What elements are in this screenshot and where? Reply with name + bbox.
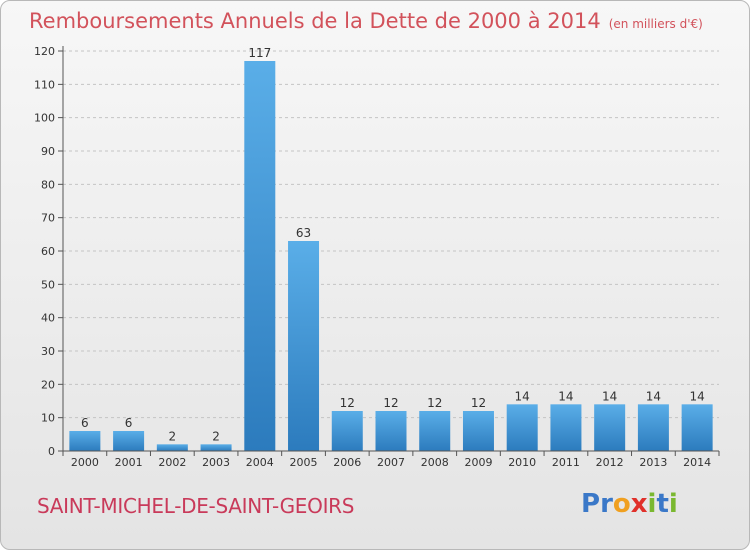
bar-2006 xyxy=(331,411,363,451)
data-label-2002: 2 xyxy=(169,429,177,443)
data-label-2010: 14 xyxy=(515,389,530,403)
y-tick-label: 40 xyxy=(41,312,55,325)
data-label-2007: 12 xyxy=(383,396,398,410)
x-tick-label-2001: 2001 xyxy=(115,456,143,469)
y-tick-label: 120 xyxy=(34,45,55,58)
x-tick-label-2005: 2005 xyxy=(290,456,318,469)
bar-2014 xyxy=(681,404,713,451)
data-label-2003: 2 xyxy=(212,429,220,443)
chart-title: Remboursements Annuels de la Dette de 20… xyxy=(29,9,703,33)
y-tick-label: 10 xyxy=(41,412,55,425)
bar-2010 xyxy=(506,404,538,451)
logo-letter: o xyxy=(612,489,631,519)
data-label-2006: 12 xyxy=(340,396,355,410)
bar-2009 xyxy=(462,411,494,451)
bar-2002 xyxy=(156,444,188,451)
data-label-2014: 14 xyxy=(689,389,704,403)
x-tick-label-2003: 2003 xyxy=(202,456,230,469)
logo-letter: x xyxy=(630,489,648,519)
y-tick-label: 50 xyxy=(41,278,55,291)
bar-2003 xyxy=(200,444,232,451)
bar-2007 xyxy=(375,411,407,451)
y-tick-label: 30 xyxy=(41,345,55,358)
data-label-2001: 6 xyxy=(125,416,133,430)
chart-subtitle: (en milliers d'€) xyxy=(608,17,703,31)
x-tick-label-2007: 2007 xyxy=(377,456,405,469)
x-tick-label-2014: 2014 xyxy=(683,456,711,469)
x-tick-label-2006: 2006 xyxy=(333,456,361,469)
proxiti-logo: Proxiti xyxy=(581,489,678,519)
y-tick-label: 60 xyxy=(41,245,55,258)
x-tick-label-2013: 2013 xyxy=(639,456,667,469)
y-tick-label: 110 xyxy=(34,78,55,91)
y-tick-label: 100 xyxy=(34,112,55,125)
x-tick-label-2000: 2000 xyxy=(71,456,99,469)
logo-letter: r xyxy=(600,489,613,519)
x-tick-label-2012: 2012 xyxy=(596,456,624,469)
logo-letter: P xyxy=(581,489,601,519)
y-tick-label: 90 xyxy=(41,145,55,158)
data-label-2008: 12 xyxy=(427,396,442,410)
x-tick-label-2008: 2008 xyxy=(421,456,449,469)
data-label-2004: 117 xyxy=(248,46,271,60)
bar-2001 xyxy=(113,431,145,451)
y-tick-label: 0 xyxy=(48,445,55,458)
y-tick-label: 20 xyxy=(41,378,55,391)
logo-letter: t xyxy=(656,489,669,519)
data-label-2009: 12 xyxy=(471,396,486,410)
bar-2013 xyxy=(637,404,669,451)
bar-2004 xyxy=(244,61,276,451)
x-tick-label-2002: 2002 xyxy=(158,456,186,469)
logo-letter: i xyxy=(647,489,657,519)
data-label-2011: 14 xyxy=(558,389,573,403)
bar-2011 xyxy=(550,404,582,451)
x-tick-label-2009: 2009 xyxy=(464,456,492,469)
data-label-2000: 6 xyxy=(81,416,89,430)
bar-2012 xyxy=(594,404,626,451)
x-tick-label-2004: 2004 xyxy=(246,456,274,469)
y-tick-label: 80 xyxy=(41,178,55,191)
bar-2008 xyxy=(419,411,451,451)
y-tick-label: 70 xyxy=(41,212,55,225)
bar-2005 xyxy=(288,241,320,451)
data-label-2013: 14 xyxy=(646,389,661,403)
x-tick-label-2010: 2010 xyxy=(508,456,536,469)
bar-2000 xyxy=(69,431,101,451)
x-tick-label-2011: 2011 xyxy=(552,456,580,469)
municipality-name: SAINT-MICHEL-DE-SAINT-GEOIRS xyxy=(37,494,355,518)
data-label-2005: 63 xyxy=(296,226,311,240)
data-label-2012: 14 xyxy=(602,389,617,403)
logo-letter: i xyxy=(668,489,678,519)
